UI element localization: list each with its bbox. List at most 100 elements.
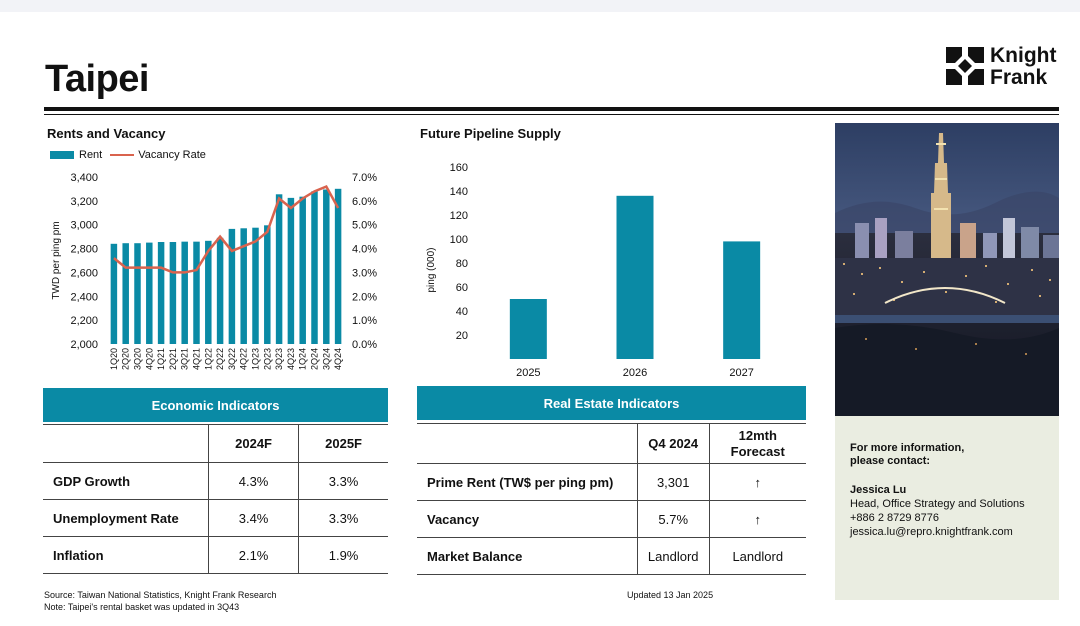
re-row-value: 5.7% bbox=[636, 500, 710, 538]
top-strip bbox=[0, 0, 1080, 12]
re-row-value: 3,301 bbox=[636, 463, 710, 501]
y2-tick-label: 4.0% bbox=[352, 244, 377, 256]
up-arrow-icon: ↑ bbox=[708, 463, 806, 501]
y-tick-label: 2,000 bbox=[70, 339, 98, 351]
re-row-label: Vacancy bbox=[417, 500, 638, 538]
vacancy-line bbox=[113, 184, 340, 274]
econ-row-value: 4.3% bbox=[207, 462, 299, 500]
taipei-skyline-photo bbox=[835, 123, 1059, 416]
y2-tick-label: 7.0% bbox=[352, 172, 377, 184]
x-tick-label: 4Q22 bbox=[239, 348, 249, 370]
footer-note: Note: Taipei's rental basket was updated… bbox=[44, 602, 240, 612]
rents-chart-title: Rents and Vacancy bbox=[47, 126, 166, 141]
re-row-label: Market Balance bbox=[417, 537, 638, 575]
contact-name: Jessica Lu bbox=[850, 484, 907, 496]
x-tick-label: 1Q23 bbox=[251, 348, 261, 370]
econ-row-label: Inflation bbox=[43, 536, 209, 574]
econ-row-label: GDP Growth bbox=[43, 462, 209, 500]
rent-bar bbox=[240, 228, 247, 344]
x-tick-label: 2026 bbox=[623, 367, 647, 379]
rent-bar bbox=[193, 241, 200, 344]
y-tick-label: 80 bbox=[456, 258, 468, 270]
econ-row-label: Unemployment Rate bbox=[43, 499, 209, 537]
real-estate-indicators-table: Q4 2024 12mth Forecast Prime Rent (TW$ p… bbox=[417, 423, 806, 575]
rents-vacancy-chart: 2,000 2,200 2,400 2,600 2,800 3,000 3,200 3,400… bbox=[51, 172, 377, 370]
contact-role: Head, Office Strategy and Solutions bbox=[850, 498, 1025, 510]
y-tick-label: 2,400 bbox=[70, 291, 98, 303]
x-tick-label: 4Q23 bbox=[286, 348, 296, 370]
footer-updated: Updated 13 Jan 2025 bbox=[627, 590, 714, 600]
y-tick-label: 120 bbox=[450, 210, 468, 222]
rent-bar bbox=[122, 243, 129, 344]
x-tick-label: 3Q21 bbox=[180, 348, 190, 370]
pipeline-chart-title: Future Pipeline Supply bbox=[420, 126, 561, 141]
econ-header-blank bbox=[43, 424, 209, 463]
y-tick-label: 160 bbox=[450, 162, 468, 174]
rent-bar bbox=[134, 243, 141, 344]
y-tick-label: 3,000 bbox=[70, 220, 98, 232]
x-tick-label: 2Q21 bbox=[168, 348, 178, 370]
y-tick-label: 100 bbox=[450, 234, 468, 246]
y-tick-label: 2,600 bbox=[70, 267, 98, 279]
x-tick-label: 3Q24 bbox=[321, 348, 331, 370]
y-tick-label: 140 bbox=[450, 186, 468, 198]
econ-header-2024f: 2024F bbox=[207, 424, 299, 463]
contact-email[interactable]: jessica.lu@repro.knightfrank.com bbox=[850, 526, 1013, 538]
x-tick-label: 3Q23 bbox=[274, 348, 284, 370]
re-header-q4-2024: Q4 2024 bbox=[636, 423, 710, 464]
y-tick-label: 40 bbox=[456, 306, 468, 318]
rent-bar bbox=[287, 197, 295, 344]
footer-source: Source: Taiwan National Statistics, Knig… bbox=[44, 590, 277, 600]
table-row: GDP Growth 4.3% 3.3% bbox=[43, 462, 388, 500]
y2-tick-label: 5.0% bbox=[352, 220, 377, 232]
econ-header-2025f: 2025F bbox=[298, 424, 388, 463]
y-tick-label: 3,200 bbox=[70, 196, 98, 208]
legend-vacancy-swatch bbox=[110, 154, 135, 156]
rents-chart-legend: Rent Vacancy Rate bbox=[50, 149, 206, 161]
logo-mark-icon bbox=[946, 47, 984, 85]
footer-notes: Source: Taiwan National Statistics, Knig… bbox=[44, 589, 276, 613]
rent-bar bbox=[252, 227, 259, 344]
page-title: Taipei bbox=[45, 58, 150, 100]
table-row: Inflation 2.1% 1.9% bbox=[43, 536, 388, 574]
x-tick-label: 4Q21 bbox=[192, 348, 202, 370]
x-tick-label: 3Q20 bbox=[133, 348, 143, 370]
re-row-label: Prime Rent (TW$ per ping pm) bbox=[417, 463, 638, 501]
y2-tick-label: 6.0% bbox=[352, 196, 377, 208]
legend-vacancy-label: Vacancy Rate bbox=[138, 149, 206, 161]
x-tick-label: 4Q20 bbox=[144, 348, 154, 370]
rent-bar bbox=[311, 191, 318, 344]
logo-text: Knight Frank bbox=[990, 45, 1056, 89]
rent-bar bbox=[205, 240, 212, 344]
x-tick-label: 1Q22 bbox=[203, 348, 213, 370]
x-tick-label: 2Q24 bbox=[310, 348, 320, 370]
rent-bar bbox=[181, 241, 188, 344]
supply-bar bbox=[509, 299, 547, 359]
re-row-value: Landlord bbox=[636, 537, 710, 575]
econ-row-value: 3.4% bbox=[207, 499, 299, 537]
re-row-value: Landlord bbox=[708, 537, 806, 575]
y-axis-label: TWD per ping pm bbox=[51, 221, 62, 299]
y2-tick-label: 2.0% bbox=[352, 291, 377, 303]
legend-rent-label: Rent bbox=[79, 149, 103, 161]
x-tick-label: 3Q22 bbox=[227, 348, 237, 370]
re-header-forecast: 12mth Forecast bbox=[708, 423, 806, 464]
pipeline-supply-chart: 20 40 60 80 100 120 140 160 ping (000) 2025 2026 20… bbox=[426, 162, 761, 379]
x-tick-label: 2Q22 bbox=[215, 348, 225, 370]
rent-bar bbox=[323, 189, 330, 344]
logo-line1: Knight bbox=[990, 44, 1057, 67]
logo-line2: Frank bbox=[990, 66, 1048, 89]
y-tick-label: 2,200 bbox=[70, 315, 98, 327]
x-tick-label: 1Q20 bbox=[109, 348, 119, 370]
rent-bar bbox=[216, 237, 224, 344]
x-tick-label: 2Q23 bbox=[262, 348, 272, 370]
y-tick-label: 60 bbox=[456, 282, 468, 294]
y-axis-label: ping (000) bbox=[426, 247, 437, 292]
y2-tick-label: 1.0% bbox=[352, 315, 377, 327]
header-rule-thin bbox=[44, 114, 1059, 115]
econ-row-value: 2.1% bbox=[207, 536, 299, 574]
x-tick-label: 2025 bbox=[516, 367, 540, 379]
rent-bar bbox=[169, 242, 177, 344]
header-rule-thick bbox=[44, 107, 1059, 111]
x-tick-label: 1Q24 bbox=[298, 348, 308, 370]
